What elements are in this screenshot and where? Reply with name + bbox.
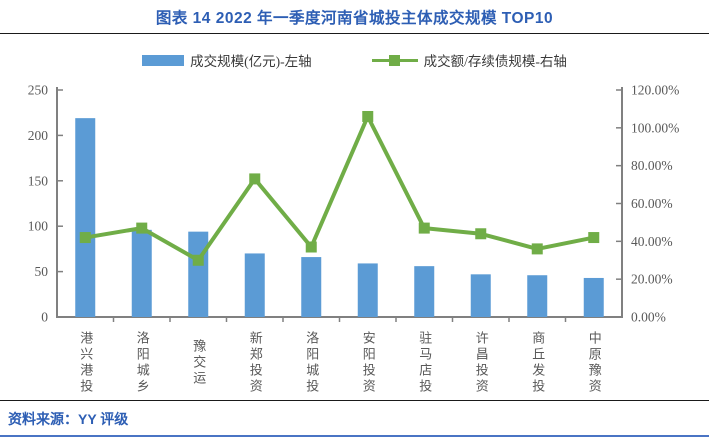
source-note: 资料来源：YY 评级	[8, 411, 129, 427]
top-divider	[0, 33, 709, 34]
category-label-洛阳城乡: 洛阳城乡	[134, 331, 150, 395]
legend-item-line-series: 成交额/存续债规模-右轴	[371, 50, 567, 70]
line-marker-商丘发投	[531, 243, 543, 255]
right-axis-tick-label: 120.00%	[631, 83, 679, 98]
line-marker-许昌投资	[475, 228, 487, 240]
right-axis-tick-label: 100.00%	[631, 120, 679, 135]
line-marker-安阳投资	[362, 110, 374, 122]
right-axis-tick-label: 40.00%	[631, 234, 673, 249]
line-marker-洛阳城乡	[136, 222, 148, 234]
category-label-许昌投资: 许昌投资	[473, 331, 489, 395]
left-axis-tick-label: 200	[28, 128, 49, 143]
legend-label-line: 成交额/存续债规模-右轴	[423, 54, 567, 69]
page-bottom-accent-line	[0, 435, 709, 437]
left-axis-tick-label: 150	[28, 173, 49, 188]
left-axis-tick-label: 50	[35, 264, 49, 279]
bottom-divider	[0, 400, 709, 401]
line-marker-港兴港投	[79, 232, 91, 244]
line-series-swatch	[371, 54, 418, 66]
line-marker-豫交运	[192, 254, 204, 266]
legend-label-bar: 成交规模(亿元)-左轴	[190, 54, 312, 69]
category-label-驻马店投: 驻马店投	[417, 331, 433, 395]
bar-新郑投资	[244, 253, 265, 317]
legend-item-bar-series: 成交规模(亿元)-左轴	[142, 50, 312, 70]
bar-许昌投资	[470, 274, 491, 317]
right-axis-tick-label: 60.00%	[631, 196, 673, 211]
category-label-港兴港投: 港兴港投	[78, 331, 94, 395]
bar-港兴港投	[75, 118, 96, 317]
left-axis-tick-label: 0	[41, 310, 48, 325]
line-marker-中原豫资	[588, 232, 600, 244]
category-label-中原豫资: 中原豫资	[586, 331, 602, 395]
line-series-path	[84, 114, 595, 263]
right-axis-tick-label: 0.00%	[631, 310, 666, 325]
category-label-商丘发投: 商丘发投	[530, 331, 546, 395]
category-label-洛阳城投: 洛阳城投	[304, 331, 320, 395]
bar-中原豫资	[583, 277, 604, 317]
line-marker-驻马店投	[418, 222, 430, 234]
line-swatch-marker	[388, 54, 400, 66]
chart-legend: 成交规模(亿元)-左轴 成交额/存续债规模-右轴	[0, 50, 709, 70]
bar-商丘发投	[527, 275, 548, 317]
chart-title: 图表 14 2022 年一季度河南省城投主体成交规模 TOP10	[155, 10, 554, 27]
category-label-豫交运: 豫交运	[191, 339, 207, 387]
bar-驻马店投	[414, 266, 435, 317]
left-axis-tick-label: 100	[28, 219, 49, 234]
line-marker-新郑投资	[249, 173, 261, 185]
category-label-新郑投资: 新郑投资	[247, 331, 263, 395]
line-marker-洛阳城投	[305, 241, 317, 253]
right-axis-tick-label: 20.00%	[631, 272, 673, 287]
bar-豫交运	[188, 231, 209, 317]
bar-洛阳城投	[301, 257, 322, 317]
right-axis-tick-label: 80.00%	[631, 158, 673, 173]
chart-plot-area: 0 50 100 150 200 250 0.00% 20.00% 40.00% 60.00% 80…	[28, 83, 680, 325]
bar-series-swatch	[142, 54, 185, 66]
bar-安阳投资	[357, 263, 378, 317]
category-label-安阳投资: 安阳投资	[360, 331, 376, 395]
bar-洛阳城乡	[131, 229, 152, 317]
left-axis-tick-label: 250	[28, 83, 49, 98]
